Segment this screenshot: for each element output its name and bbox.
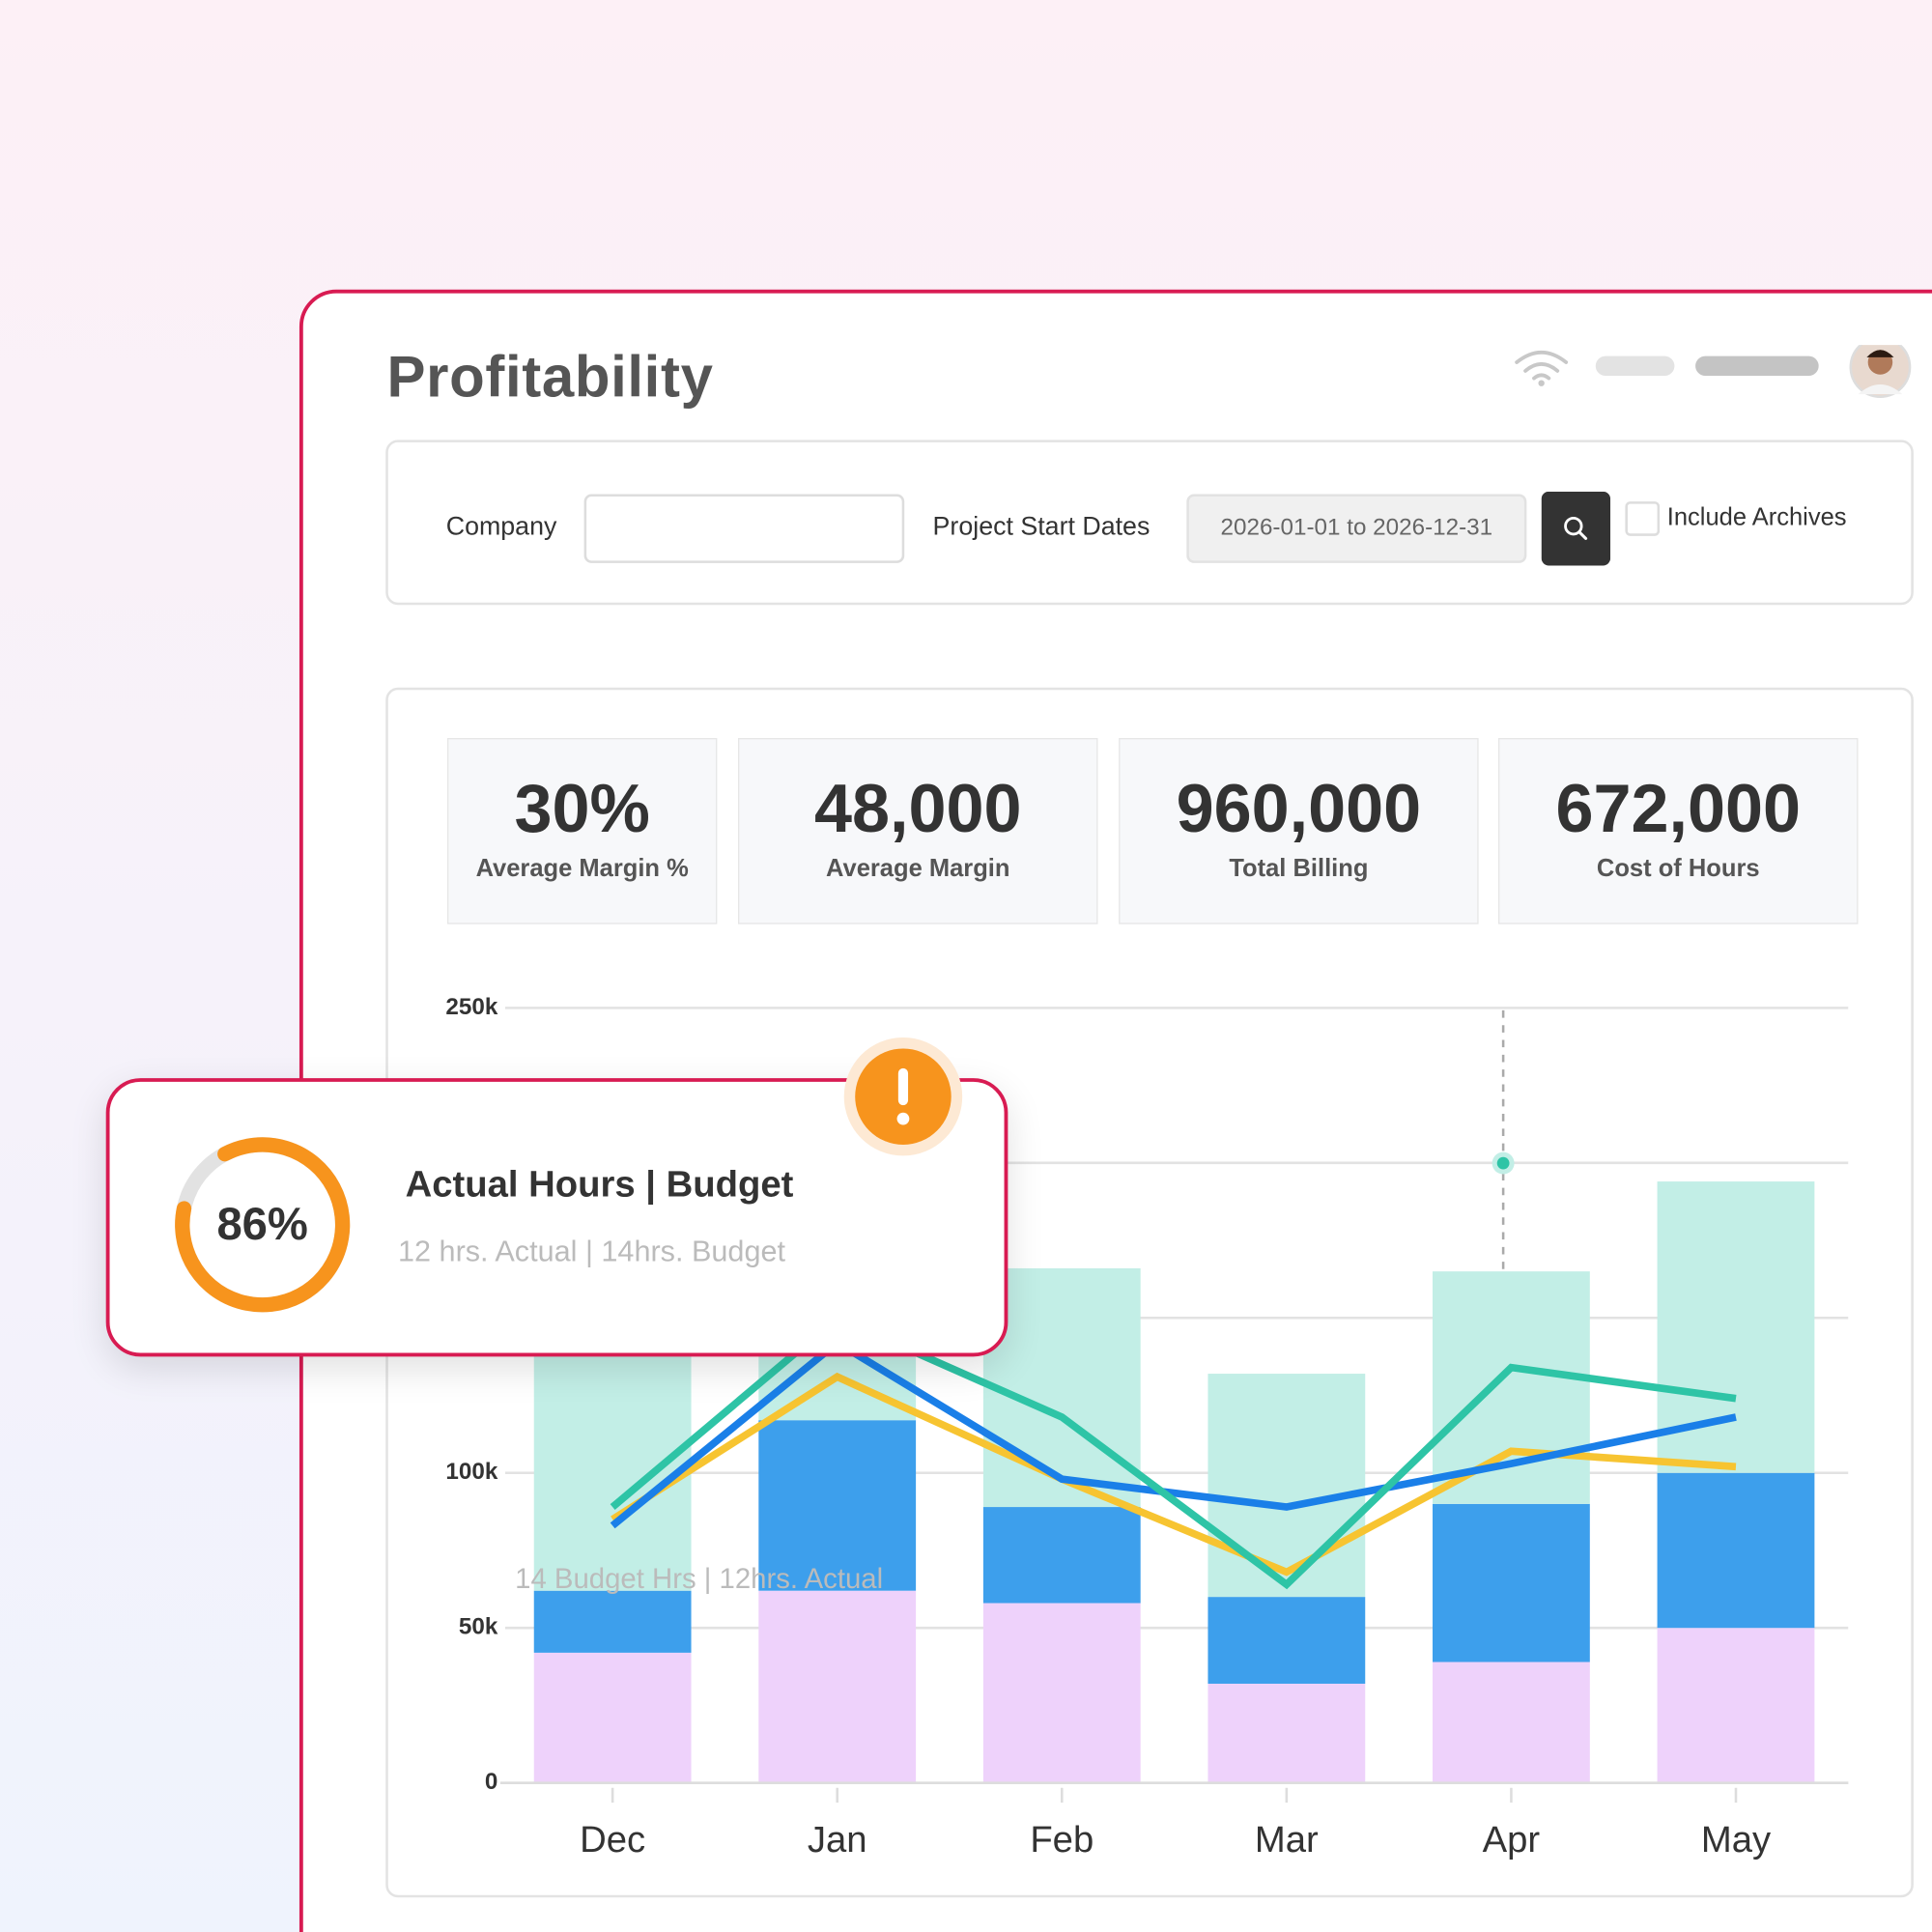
company-label: Company	[445, 512, 557, 541]
bar-segment	[758, 1420, 917, 1591]
y-tick-label: 0	[485, 1769, 497, 1795]
x-tick-label: Apr	[1483, 1819, 1541, 1861]
bar-segment	[1657, 1472, 1815, 1629]
x-tick-label: Mar	[1255, 1819, 1319, 1861]
line-series	[610, 1338, 1737, 1529]
bar-segment	[1433, 1271, 1590, 1504]
status-pill	[1695, 355, 1819, 377]
header-icons	[1515, 345, 1912, 398]
popup-title: Actual Hours | Budget	[406, 1163, 794, 1205]
bar-segment	[758, 1590, 917, 1783]
kpi-card: 30% Average Margin %	[447, 738, 718, 924]
x-tick-label: Jan	[808, 1819, 867, 1861]
bar-segment	[1208, 1597, 1366, 1684]
kpi-card: 960,000 Total Billing	[1119, 738, 1479, 924]
bar-segment	[533, 1590, 692, 1653]
bar-segment	[982, 1507, 1141, 1604]
kpi-card: 672,000 Cost of Hours	[1498, 738, 1859, 924]
bar-segment	[1208, 1683, 1366, 1783]
kpi-label: Average Margin %	[475, 855, 689, 883]
y-tick-label: 250k	[445, 994, 497, 1020]
kpi-value: 960,000	[1176, 770, 1422, 847]
dates-input[interactable]: 2026-01-01 to 2026-12-31	[1186, 494, 1527, 563]
bar-segment	[533, 1652, 692, 1783]
kpi-label: Average Margin	[826, 855, 1010, 883]
bar-segment	[982, 1603, 1141, 1783]
archives-checkbox[interactable]	[1625, 501, 1661, 536]
search-button-bg	[1541, 491, 1611, 566]
avatar-shirt	[1858, 384, 1903, 395]
progress-arc	[175, 1137, 351, 1313]
company-input[interactable]	[583, 494, 905, 563]
popup-graphics: 86% Actual Hours | Budget 12 hrs. Actual…	[175, 1137, 794, 1313]
wifi-icon	[1515, 350, 1569, 381]
kpi-value: 30%	[514, 770, 650, 847]
bar-segment	[1657, 1628, 1815, 1783]
alert-mark	[896, 1112, 910, 1125]
bar-segment	[1433, 1503, 1590, 1662]
y-tick-label: 50k	[459, 1614, 498, 1640]
bar-segment	[1208, 1374, 1366, 1598]
kpi-value: 48,000	[813, 770, 1022, 847]
kpi-label: Cost of Hours	[1596, 855, 1760, 883]
progress-label: 86%	[216, 1199, 307, 1250]
bar-segment	[1433, 1662, 1590, 1783]
avatar-hair	[1866, 350, 1894, 357]
wifi-dot	[1538, 380, 1545, 386]
archives-label: Include Archives	[1666, 503, 1847, 531]
search-button[interactable]	[1541, 491, 1611, 566]
dates-label: Project Start Dates	[932, 512, 1151, 541]
kpi-value: 672,000	[1555, 770, 1802, 847]
search-icon	[1577, 530, 1588, 540]
bar-segment	[982, 1267, 1141, 1508]
x-tick-label: May	[1701, 1819, 1772, 1861]
alert-badge	[843, 1037, 963, 1156]
status-pill	[1595, 355, 1675, 377]
page-title: Profitability	[386, 343, 714, 410]
y-tick-label: 100k	[445, 1459, 497, 1485]
search-icon	[1564, 516, 1583, 536]
chart-annotation: 14 Budget Hrs | 12hrs. Actual	[515, 1563, 883, 1595]
x-tick-label: Dec	[580, 1819, 645, 1861]
hover-dot	[1496, 1156, 1510, 1170]
kpi-card: 48,000 Average Margin	[738, 738, 1098, 924]
kpi-label: Total Billing	[1229, 855, 1369, 883]
popup-subtitle: 12 hrs. Actual | 14hrs. Budget	[398, 1235, 786, 1267]
alert-mark	[897, 1067, 909, 1106]
x-tick-label: Feb	[1030, 1819, 1094, 1861]
